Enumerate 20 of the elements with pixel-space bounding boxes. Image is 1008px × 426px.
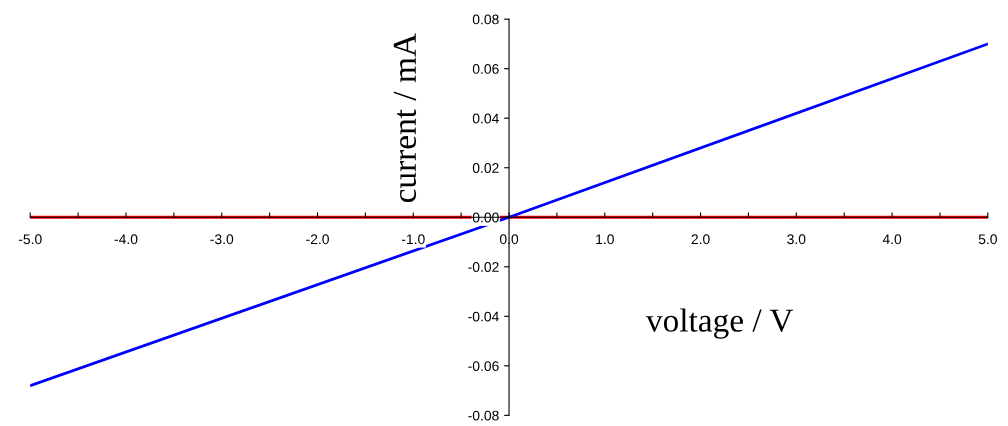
y-tick-label: -0.08	[468, 410, 499, 421]
x-tick-label: -2.0	[306, 234, 329, 245]
x-tick-label: 3.0	[787, 234, 806, 245]
x-tick-label: -3.0	[210, 234, 234, 245]
y-axis-title: current / mA	[393, 33, 417, 203]
x-tick-label: -1.0	[401, 234, 425, 245]
y-tick-label: 0.08	[472, 14, 499, 25]
x-tick-label: 5.0	[978, 234, 997, 245]
y-tick-label: 0.06	[472, 64, 499, 74]
y-tick-label: 0.04	[472, 113, 499, 124]
y-tick-label: -0.02	[468, 262, 499, 272]
x-tick-label: 2.0	[691, 234, 710, 245]
x-tick-label: -5.0	[18, 234, 42, 245]
x-axis-title: voltage / V	[645, 308, 794, 339]
x-tick-label: -4.0	[114, 234, 138, 245]
x-tick-label: 1.0	[596, 234, 614, 245]
y-tick-label: -0.06	[468, 361, 499, 371]
y-tick-label: 0.02	[472, 163, 499, 173]
x-tick-label: 4.0	[882, 234, 902, 245]
y-tick-label: -0.04	[468, 311, 499, 322]
